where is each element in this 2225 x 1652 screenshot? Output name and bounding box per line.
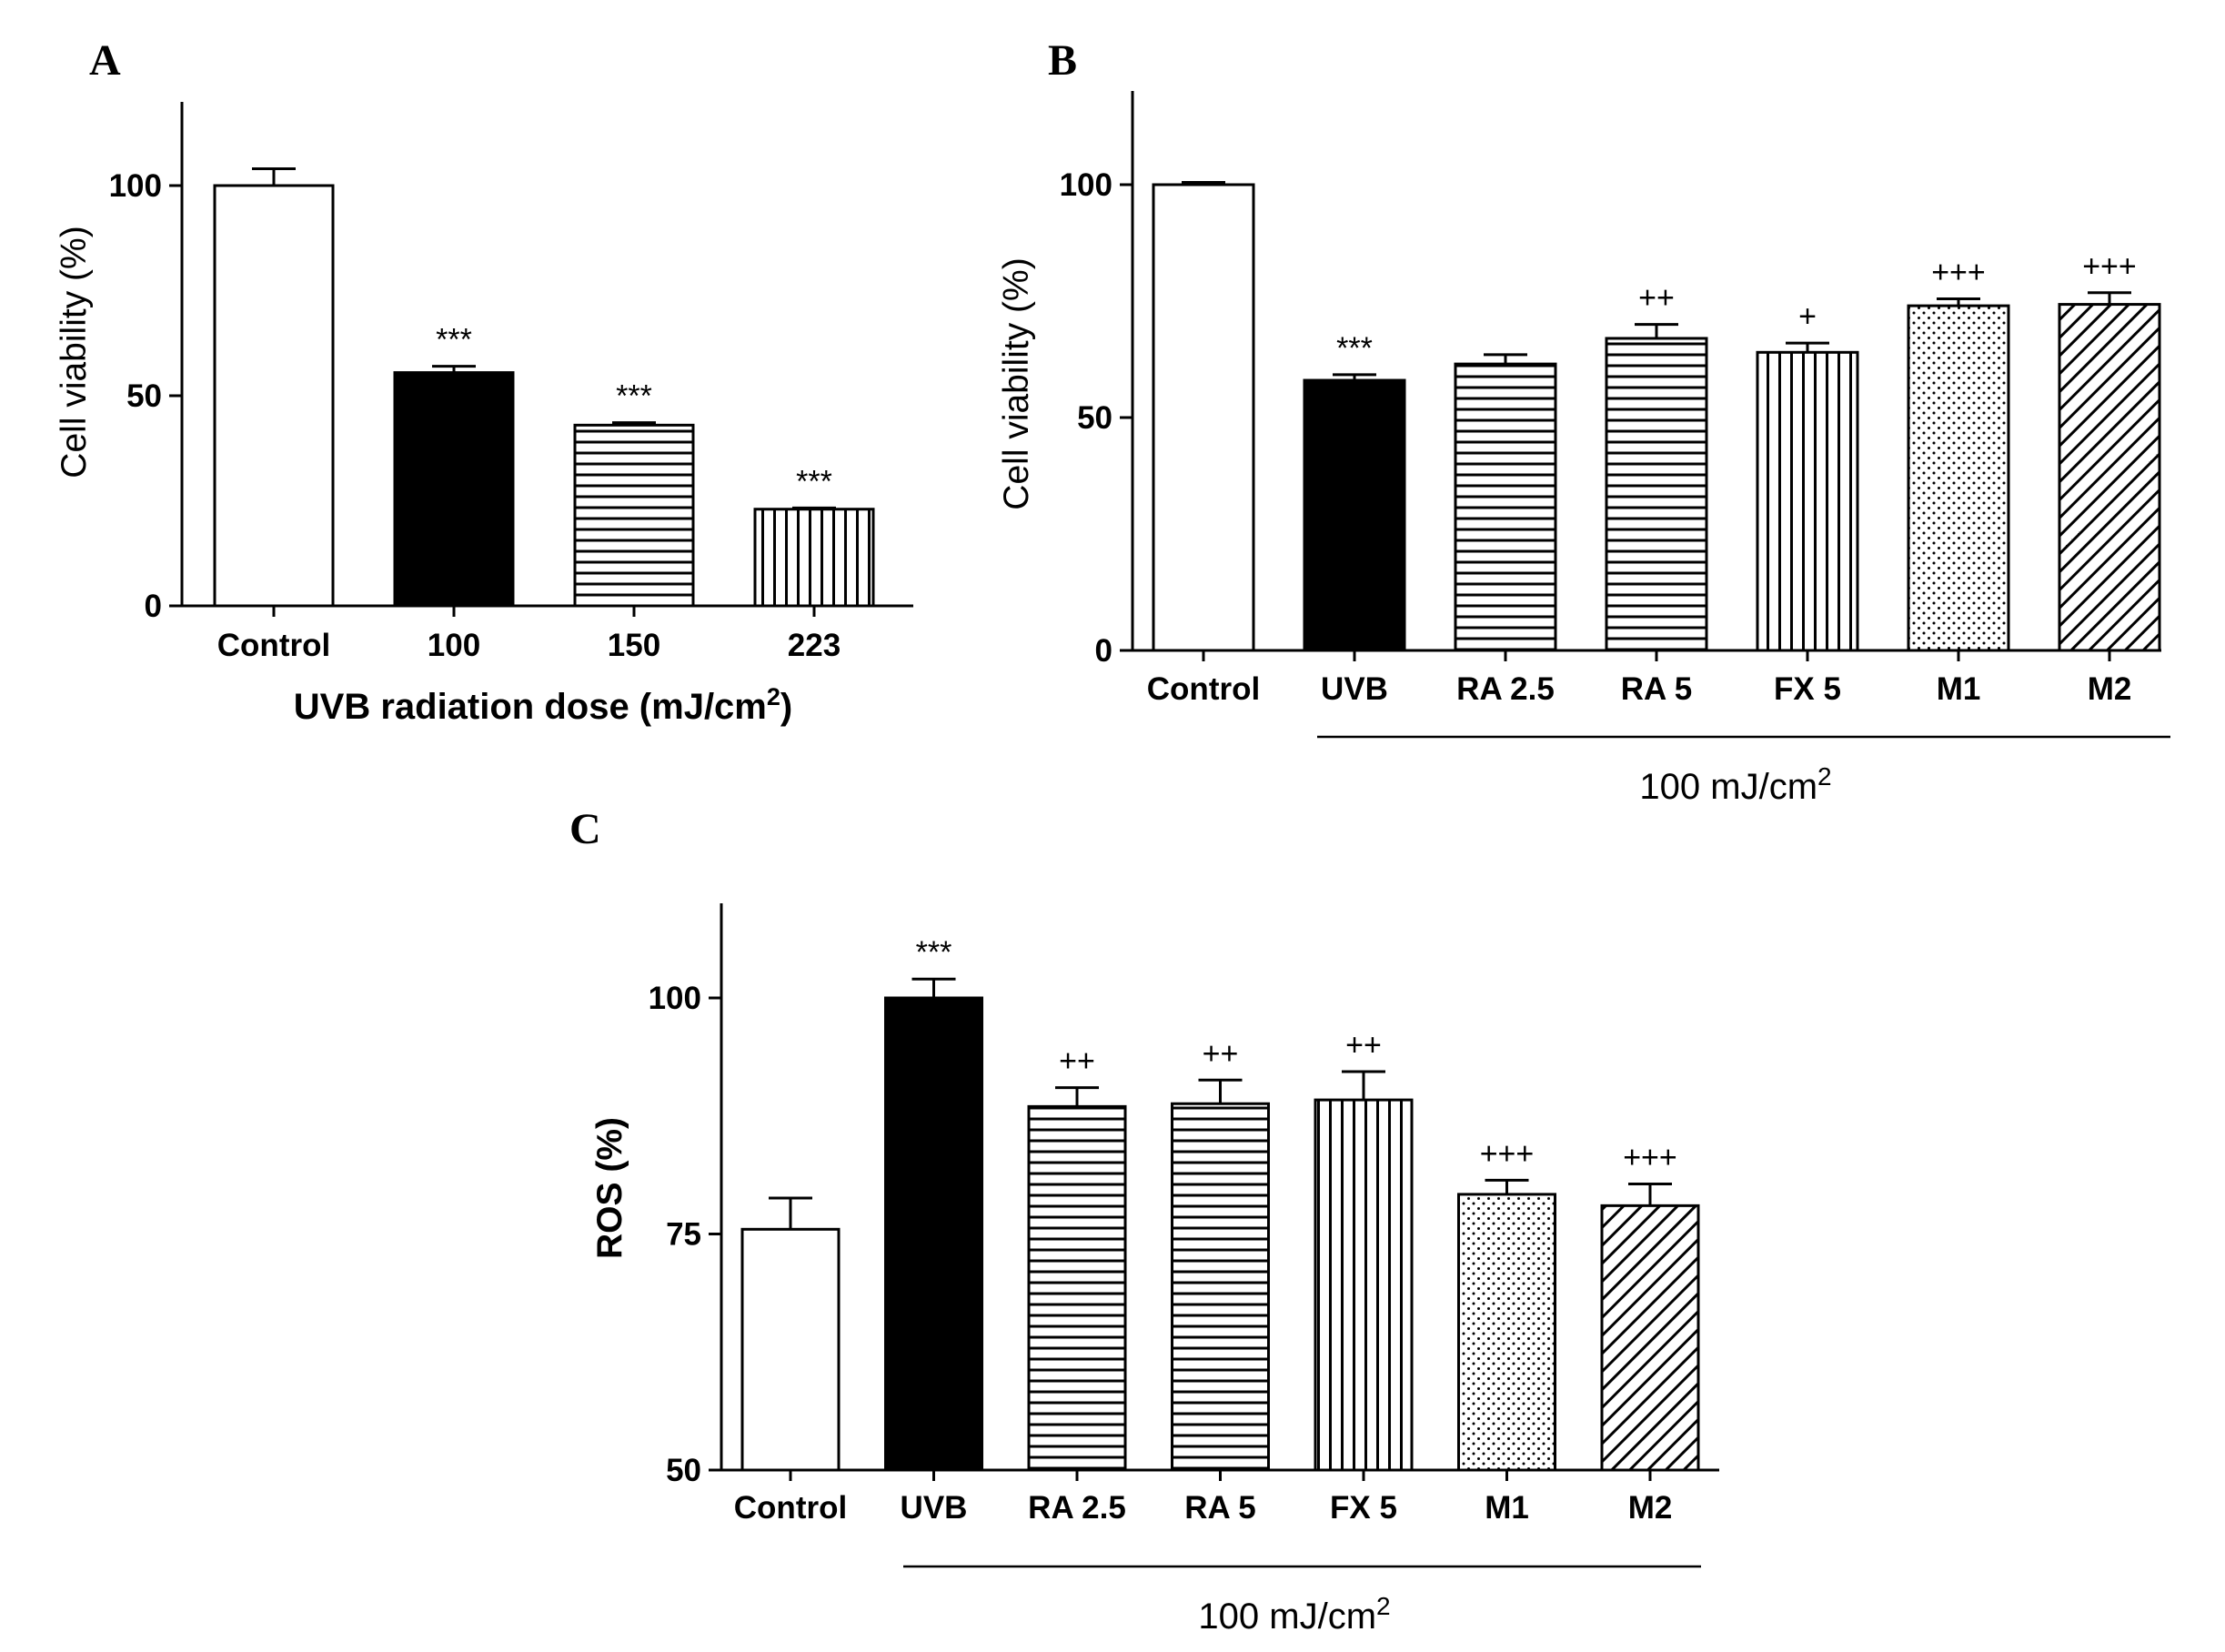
panel-b-x-tick-label: M2 (2088, 671, 2132, 707)
panel-b-y-tick-label: 50 (1077, 400, 1112, 436)
panel-c-y-tick-label: 50 (666, 1453, 701, 1488)
panel-c-chart: C ROS (%) 100 mJ/cm2 50 75 100 Control UVB **… (569, 805, 1719, 1637)
panel-c-y-tick-label: 100 (649, 981, 701, 1016)
panel-c-x-tick-label: M2 (1628, 1490, 1673, 1526)
panel-b-significance-label: ++ (1638, 281, 1675, 316)
panel-b-bar (1152, 183, 1255, 652)
panel-a-y-tick-label: 0 (145, 589, 162, 624)
panel-b-significance-label: *** (1336, 331, 1373, 366)
panel-c-label: C (569, 805, 601, 853)
panel-b-x-tick-label: RA 5 (1621, 671, 1692, 707)
panel-b-label: B (1048, 36, 1077, 85)
panel-a-y-tick-label: 100 (109, 168, 162, 204)
panel-b-chart: B Cell viability (%) 100 mJ/cm2 0 50 100 Co… (997, 36, 2170, 807)
panel-c-bar (740, 1227, 841, 1472)
panel-b-y-tick-label: 100 (1060, 167, 1112, 203)
panel-a-x-axis-title: UVB radiation dose (mJ/cm2) (294, 683, 792, 727)
panel-c-x-tick-label: RA 2.5 (1028, 1490, 1126, 1526)
panel-a-y-tick-label: 50 (126, 378, 162, 414)
panel-a-label: A (89, 36, 121, 85)
panel-b-y-tick-label: 0 (1095, 633, 1112, 669)
panel-a-bar (753, 508, 875, 608)
panel-c-x-tick-label: M1 (1485, 1490, 1529, 1526)
panel-b-bar (1756, 350, 1859, 652)
panel-b-significance-label: +++ (2082, 249, 2137, 284)
panel-a-x-tick-label: 223 (788, 628, 841, 663)
panel-a-significance-label: *** (436, 323, 472, 358)
panel-c-significance-label: ++ (1203, 1036, 1239, 1071)
panel-b-bar (2058, 303, 2161, 652)
panel-b-x-tick-label: M1 (1937, 671, 1981, 707)
panel-b-bar (1454, 362, 1557, 652)
panel-b-significance-label: + (1798, 299, 1817, 334)
panel-a-bar (573, 423, 695, 608)
panel-c-group-label: 100 mJ/cm2 (1198, 1592, 1390, 1637)
panel-a-x-tick-label: 100 (428, 628, 480, 663)
panel-a-y-axis-title: Cell viability (%) (55, 226, 94, 478)
panel-b-bar (1605, 337, 1708, 652)
panel-c-x-tick-label: FX 5 (1330, 1490, 1397, 1526)
panel-c-significance-label: *** (916, 935, 952, 970)
panel-c-bar (1600, 1204, 1700, 1472)
panel-b-x-tick-label: RA 2.5 (1456, 671, 1555, 707)
panel-b-bar (1303, 378, 1406, 652)
panel-a-significance-label: *** (616, 379, 652, 414)
panel-c-bar (1457, 1193, 1556, 1472)
panel-a-chart: A Cell viability (%) UVB radiation dose … (55, 36, 913, 727)
panel-b-y-axis-title: Cell viability (%) (997, 257, 1036, 509)
panel-a-bar (393, 371, 515, 608)
panel-b-bar (1907, 304, 2010, 652)
panel-c-bar (1171, 1102, 1270, 1472)
panel-c-x-tick-label: UVB (901, 1490, 968, 1526)
panel-b-x-tick-label: Control (1147, 671, 1260, 707)
panel-c-bar (1027, 1104, 1127, 1472)
panel-a-x-tick-label: Control (217, 628, 330, 663)
panel-a-significance-label: *** (796, 464, 832, 499)
panel-b-group-label: 100 mJ/cm2 (1639, 762, 1831, 808)
panel-c-bar (884, 996, 983, 1472)
panel-c-y-axis-title: ROS (%) (590, 1117, 629, 1259)
panel-b-x-tick-label: FX 5 (1774, 671, 1841, 707)
panel-c-significance-label: +++ (1623, 1140, 1677, 1174)
panel-c-bar (1314, 1098, 1414, 1472)
panel-a-bar (213, 184, 335, 608)
panel-b-x-tick-label: UVB (1321, 671, 1388, 707)
panel-c-x-tick-label: Control (734, 1490, 847, 1526)
panel-c-significance-label: ++ (1345, 1028, 1382, 1063)
panel-b-significance-label: +++ (1931, 255, 1986, 289)
panel-c-significance-label: ++ (1059, 1044, 1095, 1079)
panel-a-x-tick-label: 150 (608, 628, 660, 663)
panel-c-significance-label: +++ (1480, 1136, 1535, 1171)
panel-c-y-tick-label: 75 (666, 1217, 701, 1253)
panel-c-x-tick-label: RA 5 (1184, 1490, 1255, 1526)
